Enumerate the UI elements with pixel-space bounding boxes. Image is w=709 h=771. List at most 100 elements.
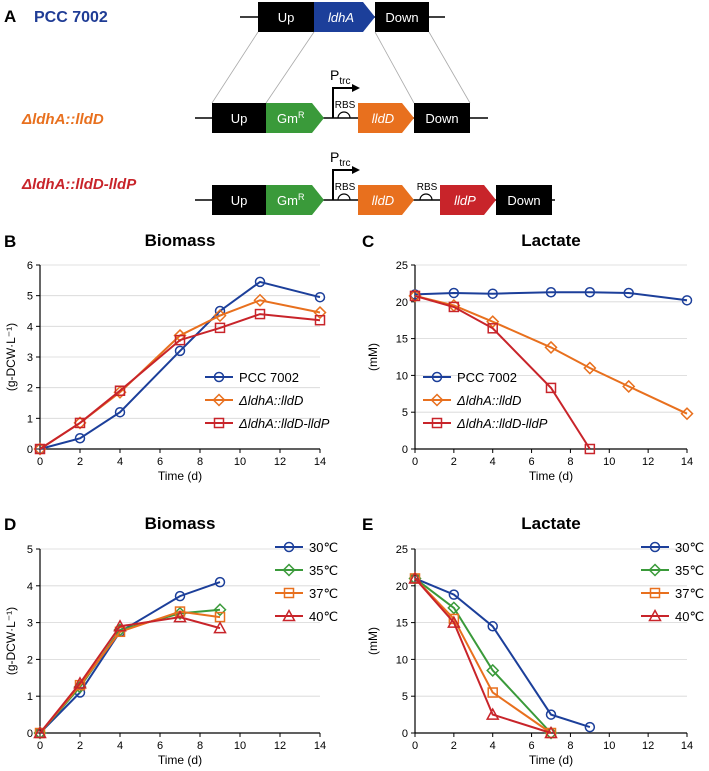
legend-marker	[431, 371, 443, 383]
gm-label: GmR	[277, 110, 305, 126]
y-tick-label: 0	[402, 444, 408, 456]
y-axis-label: (mM)	[366, 343, 380, 371]
y-tick-label: 25	[396, 260, 408, 272]
y-tick-label: 2	[27, 654, 33, 666]
y-tick-label: 1	[27, 691, 33, 703]
series-2	[409, 290, 596, 455]
y-tick-label: 0	[402, 728, 408, 740]
x-tick-label: 2	[451, 456, 457, 468]
series-line	[414, 577, 591, 729]
lldp-gene-arrow	[440, 185, 496, 215]
y-axis-label: (g-DCW·L⁻¹)	[4, 607, 18, 675]
x-tick-label: 14	[681, 740, 693, 752]
down-label-lldd: Down	[425, 111, 458, 126]
guide-line	[265, 31, 315, 104]
promoter-arrow	[332, 169, 352, 200]
data-point	[214, 322, 226, 334]
series-0	[34, 576, 226, 739]
x-tick-label: 6	[529, 740, 535, 752]
y-axis-label: (g-DCW·L⁻¹)	[4, 323, 18, 391]
series-line	[414, 577, 552, 734]
x-tick-label: 6	[157, 456, 163, 468]
down-label-wt: Down	[385, 10, 418, 25]
data-point	[74, 433, 86, 444]
y-tick-label: 0	[27, 728, 33, 740]
down-box-lldp	[496, 185, 552, 215]
data-point	[73, 676, 87, 689]
series-line	[414, 577, 552, 734]
y-tick-label: 1	[27, 413, 33, 425]
data-point	[448, 287, 460, 299]
data-point	[114, 385, 126, 396]
guide-line	[211, 31, 259, 104]
data-point	[447, 615, 461, 628]
data-point	[213, 621, 227, 634]
series-line	[414, 577, 552, 734]
chart-c: Lactate 0 5 10 15 20 25 0 2 4 6 8 10 12 14 Time (d) (mM)…	[366, 231, 694, 483]
panel-label-a: A	[4, 7, 16, 26]
data-point	[33, 725, 47, 739]
data-point	[544, 725, 558, 739]
series-2	[34, 308, 326, 455]
series-3	[33, 610, 227, 739]
y-tick-label: 10	[396, 654, 408, 666]
legend-label: 35℃	[309, 563, 338, 578]
rbs-symbol	[337, 111, 351, 119]
data-point	[487, 621, 498, 632]
y-tick-label: 20	[396, 297, 408, 309]
x-tick-label: 12	[274, 740, 286, 752]
legend-marker	[649, 541, 661, 553]
legend-label: 35℃	[675, 563, 704, 578]
data-point	[173, 610, 187, 623]
data-point	[545, 286, 557, 298]
data-point	[448, 589, 460, 600]
legend-label: 40℃	[675, 609, 704, 624]
legend-label: ΔldhA::lldD	[456, 393, 521, 408]
data-point	[174, 606, 186, 617]
panel-label-d: D	[4, 515, 16, 534]
panel-label-b: B	[4, 232, 16, 251]
y-tick-label: 4	[27, 321, 33, 333]
rbs-symbol	[337, 193, 351, 201]
panel-label-e: E	[362, 515, 373, 534]
legend: 30℃ 35℃ 37℃ 40℃	[641, 540, 704, 624]
x-tick-label: 4	[490, 740, 496, 752]
gm-label: GmR	[277, 192, 305, 208]
strain-label-lldd-lldp: ΔldhA::lldD-lldP	[21, 176, 137, 193]
up-box-lldd	[212, 103, 266, 133]
x-tick-label: 6	[529, 456, 535, 468]
x-tick-label: 2	[77, 456, 83, 468]
data-point	[485, 707, 500, 720]
x-axis-label: Time (d)	[529, 753, 573, 767]
legend: 30℃ 35℃ 37℃ 40℃	[275, 540, 338, 624]
lldd-gene-label: lldD	[372, 111, 394, 126]
ldha-gene-arrow	[314, 2, 375, 32]
x-tick-label: 12	[274, 456, 286, 468]
legend-marker	[649, 587, 661, 599]
legend-marker	[213, 371, 225, 383]
chart-title: Biomass	[145, 514, 216, 533]
data-point	[253, 293, 267, 307]
x-tick-label: 8	[567, 456, 573, 468]
x-axis-label: Time (d)	[158, 753, 202, 767]
y-tick-label: 10	[396, 370, 408, 382]
data-point	[623, 287, 634, 299]
data-point	[33, 726, 47, 740]
legend-marker	[283, 541, 295, 553]
chart-title: Biomass	[145, 231, 216, 250]
x-tick-label: 8	[197, 456, 203, 468]
rbs-symbol	[419, 193, 433, 201]
x-tick-label: 10	[234, 456, 246, 468]
lldd-gene-arrow	[358, 103, 414, 133]
x-tick-label: 2	[77, 740, 83, 752]
guide-line	[428, 31, 471, 104]
series-0	[409, 573, 596, 733]
data-point	[254, 276, 266, 288]
x-tick-label: 4	[117, 456, 123, 468]
x-tick-label: 12	[642, 456, 654, 468]
data-point	[680, 407, 694, 421]
promoter-arrowhead	[352, 84, 360, 92]
